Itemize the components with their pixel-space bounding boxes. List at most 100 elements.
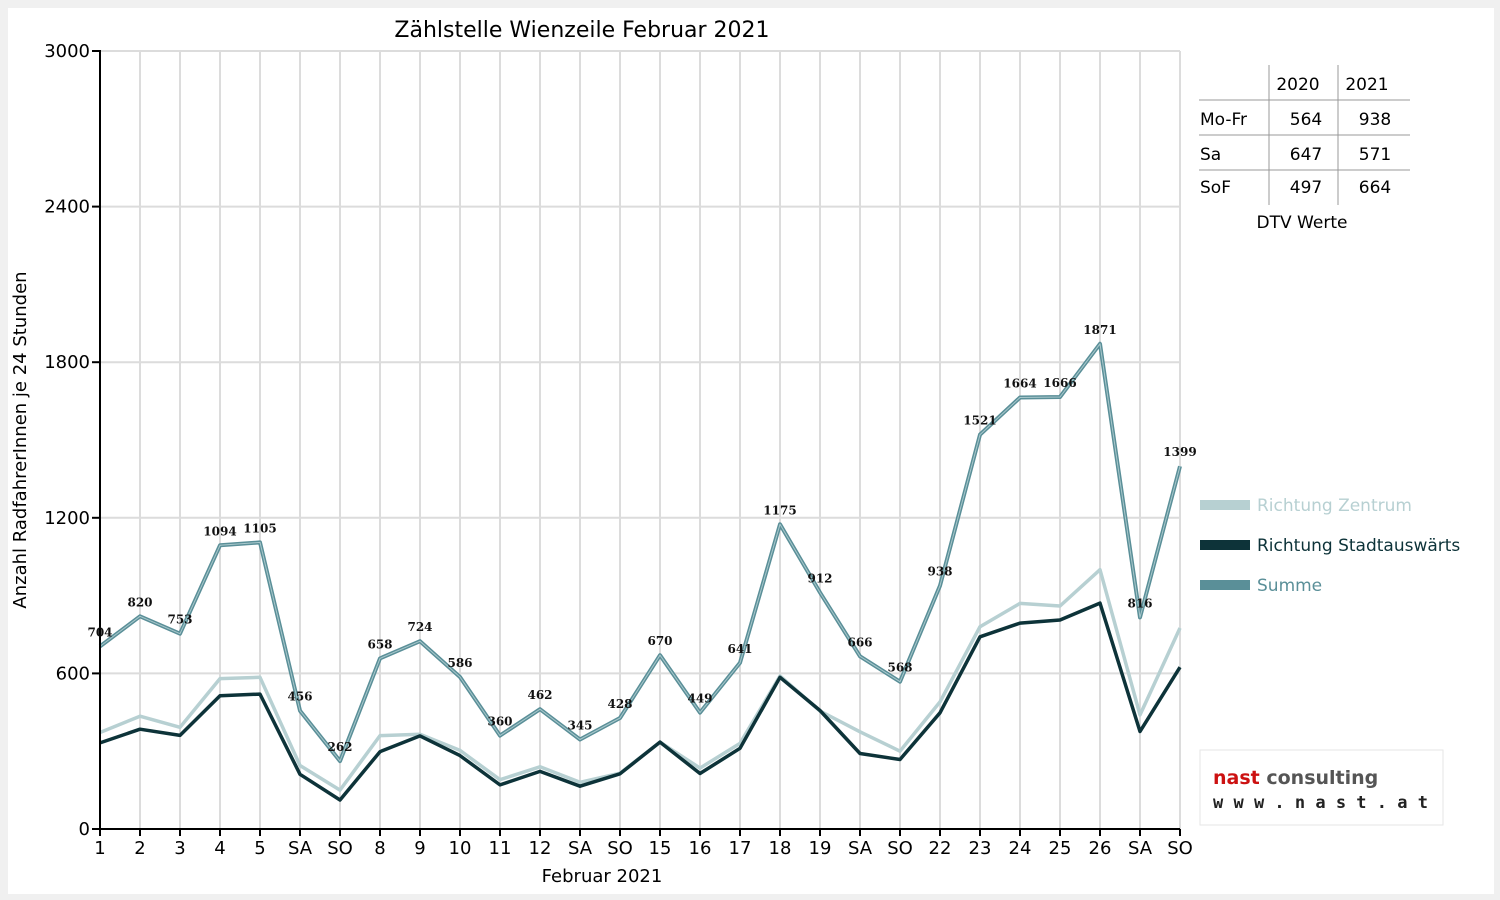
x-tick-label: 22 [929,838,952,859]
x-tick-label: 19 [809,838,832,859]
logo-part2: consulting [1260,767,1379,789]
x-tick-label: 9 [414,838,425,859]
x-tick-label: 23 [969,838,992,859]
data-label: 820 [127,595,152,609]
chart-title: Zählstelle Wienzeile Februar 2021 [394,18,769,43]
x-tick-label: SO [607,838,633,859]
x-tick-label: SO [327,838,353,859]
logo-wordmark: nast consulting [1213,767,1378,789]
legend-swatch [1200,540,1250,550]
x-tick-label: 10 [449,838,472,859]
dtv-row-label: SoF [1200,178,1231,198]
y-tick-label: 600 [56,663,90,684]
dtv-cell: 564 [1290,110,1322,130]
nast-consulting-logo: nast consulting w w w . n a s t . a t [1199,749,1444,826]
logo-url: w w w . n a s t . a t [1213,793,1428,813]
dtv-cell: 571 [1359,145,1391,165]
data-label: 449 [687,692,712,706]
dtv-cell: 664 [1359,178,1391,198]
series-lines [98,341,1182,802]
x-tick-label: 15 [649,838,672,859]
dtv-caption: DTV Werte [1257,213,1348,233]
data-label: 462 [527,688,552,702]
y-tick-label: 3000 [44,41,90,62]
x-tick-label: 4 [214,838,225,859]
legend: Richtung Zentrum Richtung Stadtauswärts Su… [1200,496,1460,596]
x-tick-label: SA [288,838,313,859]
x-tick-label: SA [848,838,873,859]
x-tick-label: 3 [174,838,185,859]
y-axis-title: Anzahl RadfahrerInnen je 24 Stunden [10,271,31,608]
dtv-cell: 497 [1290,178,1322,198]
legend-swatch [1200,580,1250,590]
y-tick-label: 2400 [44,197,90,218]
data-label: 704 [87,625,112,639]
data-label: 816 [1127,596,1152,610]
data-label: 938 [927,565,952,579]
dtv-header-2020: 2020 [1276,75,1319,95]
x-tick-label: 11 [489,838,512,859]
data-label: 1105 [243,521,276,535]
x-tick-label: 17 [729,838,752,859]
legend-label: Richtung Zentrum [1257,496,1412,516]
x-tick-label: 5 [254,838,265,859]
x-axis-title: Februar 2021 [542,866,663,887]
data-label: 586 [447,656,472,670]
series-line-highlight [99,343,1181,762]
x-tick-label: 26 [1089,838,1112,859]
x-tick-label: 12 [529,838,552,859]
data-label: 456 [287,690,312,704]
logo-part1: nast [1213,767,1260,789]
data-label: 360 [487,715,512,729]
x-tick-label: 18 [769,838,792,859]
dtv-row-label: Sa [1200,145,1221,165]
legend-swatch [1200,500,1250,510]
x-tick-label: 25 [1049,838,1072,859]
data-label: 568 [887,661,912,675]
figure-panel [8,8,1494,894]
x-tick-label: SA [568,838,593,859]
x-tick-label: 16 [689,838,712,859]
data-label: 666 [847,635,872,649]
data-label: 753 [167,613,192,627]
dtv-cell: 647 [1290,145,1322,165]
y-tick-label: 1200 [44,508,90,529]
data-label: 345 [567,719,592,733]
x-tick-label: SA [1128,838,1153,859]
data-labels: 704 820 753 1094 1105 456 262 658 724 586 360 462 34… [87,323,1196,754]
data-label: 724 [407,620,432,634]
data-label: 1666 [1043,376,1076,390]
grid [99,50,1181,830]
series-line-2 [99,601,1182,802]
data-label: 1175 [763,503,796,517]
data-label: 262 [327,740,352,754]
logo-background [1199,749,1444,826]
x-tick-label: 1 [94,838,105,859]
x-tick-label: 24 [1009,838,1032,859]
data-label: 1094 [203,524,236,538]
dtv-header-2021: 2021 [1345,75,1388,95]
dtv-table: 2020 2021 Mo-Fr 564 938 Sa 647 571 SoF 4… [1199,65,1410,233]
data-label: 912 [807,571,832,585]
x-tick-label: SO [1167,838,1193,859]
data-label: 1399 [1163,445,1196,459]
data-label: 641 [727,642,752,656]
data-label: 1521 [963,414,996,428]
y-tick-label: 0 [79,819,90,840]
legend-label: Summe [1257,576,1322,596]
legend-label: Richtung Stadtauswärts [1257,536,1460,556]
data-label: 428 [607,697,632,711]
y-tick-label: 1800 [44,352,90,373]
x-tick-label: 8 [374,838,385,859]
data-label: 1664 [1003,376,1036,390]
x-tick-label: SO [887,838,913,859]
data-label: 670 [647,634,672,648]
x-tick-label: 2 [134,838,145,859]
data-label: 658 [367,637,392,651]
dtv-cell: 938 [1359,110,1391,130]
data-label: 1871 [1083,323,1116,337]
dtv-row-label: Mo-Fr [1200,110,1247,130]
